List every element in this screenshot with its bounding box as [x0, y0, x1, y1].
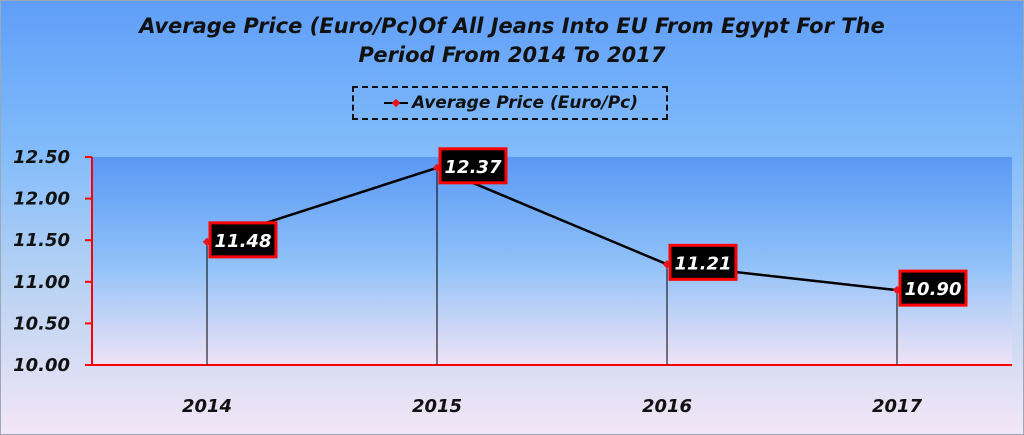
chart-title: Average Price (Euro/Pc)Of All Jeans Into…	[0, 12, 1024, 70]
data-label-box	[898, 269, 968, 307]
y-tick-label: 11.00	[13, 272, 70, 293]
data-label-box	[438, 147, 508, 185]
y-tick-label: 11.50	[13, 230, 70, 251]
x-tick-label: 2015	[412, 396, 462, 417]
x-tick-label: 2014	[182, 396, 232, 417]
plot-area	[92, 157, 1012, 365]
y-tick-label: 12.50	[13, 147, 70, 168]
data-label: 12.37	[445, 157, 502, 178]
data-label: 11.21	[675, 253, 732, 274]
y-tick-label: 10.50	[13, 313, 70, 334]
data-label-box	[208, 221, 278, 259]
title-line-1: Average Price (Euro/Pc)Of All Jeans Into…	[139, 14, 885, 38]
data-label: 11.48	[215, 231, 272, 252]
y-tick-label: 10.00	[13, 355, 70, 376]
data-label-box	[668, 243, 738, 281]
series-line	[206, 166, 898, 292]
y-tick-label: 12.00	[13, 189, 70, 210]
x-tick-label: 2017	[872, 396, 923, 417]
legend-label: Average Price (Euro/Pc)	[411, 93, 639, 113]
legend-line-marker-icon	[383, 98, 408, 108]
data-label: 10.90	[905, 279, 962, 300]
x-tick-label: 2016	[642, 396, 692, 417]
legend: Average Price (Euro/Pc)	[352, 86, 668, 120]
title-line-2: Period From 2014 To 2017	[358, 43, 666, 67]
